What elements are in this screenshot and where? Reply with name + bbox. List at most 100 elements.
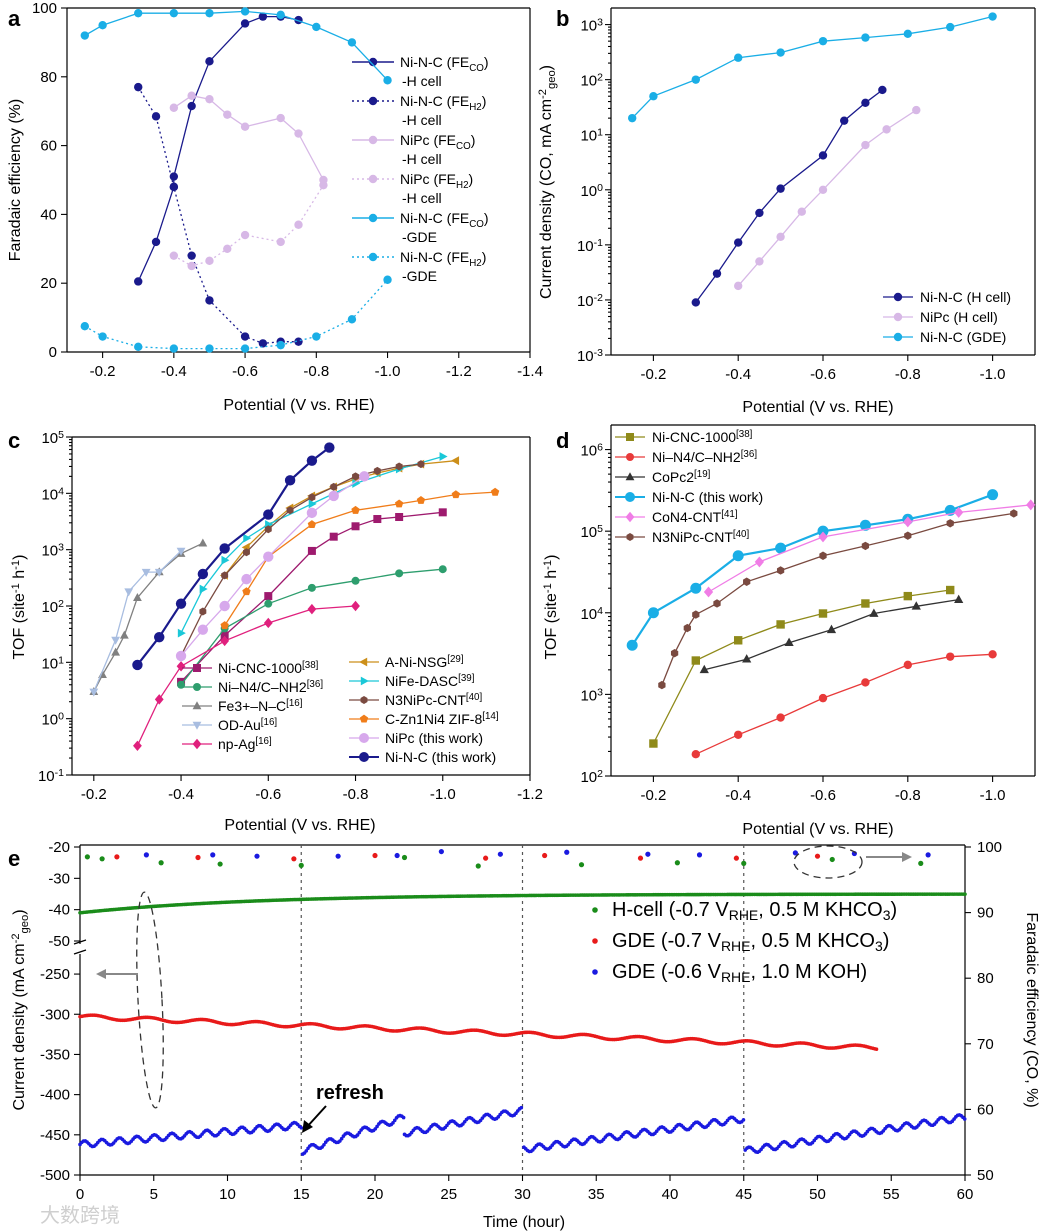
text-span: Ni-N-C (this work) [652, 489, 763, 505]
fe-point [401, 854, 408, 861]
data-point [903, 516, 913, 528]
text-span: , 0.5 M KHCO [751, 930, 875, 952]
y-tick-label: 102 [580, 768, 603, 786]
x-tick-label: -1.0 [980, 787, 1006, 804]
x-tick-label: 30 [514, 1186, 531, 1203]
legend-swatch-marker [360, 696, 368, 704]
text-span: -1 [594, 237, 603, 249]
text-span: ) [861, 961, 868, 983]
y-tick-label: 102 [41, 598, 64, 616]
legend-label: Ni–N4/C–NH2[36] [652, 449, 757, 465]
text-span: Fe3+–N–C [218, 698, 286, 714]
y-axis-title: TOF (site-1 h-1) [542, 555, 560, 660]
data-point [199, 584, 208, 594]
legend-label: Ni-N-C (FEH2) [400, 93, 486, 113]
data-point [176, 661, 186, 672]
text-span: h [543, 570, 560, 583]
data-point [154, 694, 164, 705]
text-span: [38] [736, 429, 753, 440]
text-span: CO [456, 141, 471, 152]
data-point [134, 82, 143, 92]
legend-label: Ni-N-C (FECO) [400, 54, 489, 74]
data-point [826, 624, 837, 634]
text-span: N3NiPc-CNT [652, 529, 733, 545]
left-axis-arrowhead [96, 969, 106, 979]
text-span: -1 [542, 583, 554, 593]
legend-label: Ni-N-C (H cell) [920, 289, 1011, 305]
data-point [784, 637, 794, 647]
data-point [134, 277, 143, 286]
right-axis-arrowhead [902, 852, 912, 862]
text-span: 1 [58, 654, 64, 666]
text-span: NiPc (this work) [385, 730, 483, 746]
right-axis-ellipse [793, 845, 863, 879]
text-span: , 1.0 M KOH [751, 961, 861, 983]
data-point [776, 620, 785, 629]
text-span: ) [482, 93, 487, 109]
watermark-text: 大数跨境 [40, 1204, 120, 1227]
data-point [175, 650, 187, 662]
data-point [742, 654, 752, 663]
data-point [732, 550, 744, 562]
legend-swatch-marker [626, 453, 634, 461]
legend-swatch-marker [359, 733, 369, 743]
text-span: 4 [58, 485, 64, 497]
text-span: OD-Au [218, 717, 261, 733]
fe-point [792, 850, 798, 856]
text-span: , 0.5 M KHCO [758, 899, 882, 921]
series-line [695, 89, 883, 303]
data-point [223, 110, 232, 119]
data-point [240, 122, 250, 131]
text-span: geo [546, 70, 558, 89]
data-point [187, 261, 196, 271]
fe-point [372, 852, 378, 859]
data-point [176, 547, 186, 556]
data-point [417, 460, 425, 469]
legend-label: Ni-N-C (FEH2) [400, 249, 486, 269]
data-point [264, 599, 273, 608]
fe-point [254, 853, 260, 859]
data-point [818, 36, 828, 46]
text-span: 10 [580, 443, 597, 460]
legend-swatch-marker [625, 492, 635, 502]
data-point [324, 442, 335, 453]
text-span: 10 [41, 655, 58, 672]
text-span: CoPc2 [652, 469, 694, 485]
data-point [395, 569, 404, 578]
data-point [240, 19, 250, 28]
x-tick-label: -0.8 [895, 366, 921, 383]
fe-point [497, 851, 503, 857]
data-point [373, 466, 381, 475]
text-span: CoN4-CNT [652, 509, 722, 525]
panel-c: c-0.2 -0.4 -0.6 -0.8 -1.0 -1.210-110010110210… [8, 428, 543, 834]
text-span: GDE [612, 930, 661, 952]
data-point [383, 76, 392, 85]
text-span: 10 [580, 128, 597, 145]
fe-point [564, 849, 570, 855]
data-point [306, 455, 318, 466]
series-line [84, 279, 388, 350]
series-line [631, 493, 993, 646]
text-span: (-0.7 V [661, 930, 722, 952]
legend-label: H-cell (-0.7 VRHE, 0.5 M KHCO3) [612, 899, 897, 923]
legend-label: Ni-N-C (this work) [385, 749, 496, 765]
x-axis-title: Potential (V vs. RHE) [742, 821, 893, 838]
text-span: [36] [741, 449, 758, 460]
data-point [80, 322, 90, 331]
data-point [734, 636, 743, 645]
y-tick-label: 104 [580, 605, 603, 623]
text-span: H-cell [612, 899, 669, 921]
panel-letter-c: c [8, 428, 20, 453]
fe-point [741, 860, 747, 867]
x-axis-title: Potential (V vs. RHE) [223, 397, 374, 414]
data-point [912, 105, 921, 115]
data-point [132, 659, 143, 671]
y-tick-label: 100 [580, 182, 603, 200]
data-point [276, 10, 285, 20]
y-tick-label: 100 [41, 711, 64, 729]
legend-swatch-marker [592, 907, 598, 913]
data-point [946, 585, 955, 595]
text-span: 3 [58, 542, 64, 554]
data-point [187, 251, 196, 260]
fe-point [814, 853, 821, 859]
